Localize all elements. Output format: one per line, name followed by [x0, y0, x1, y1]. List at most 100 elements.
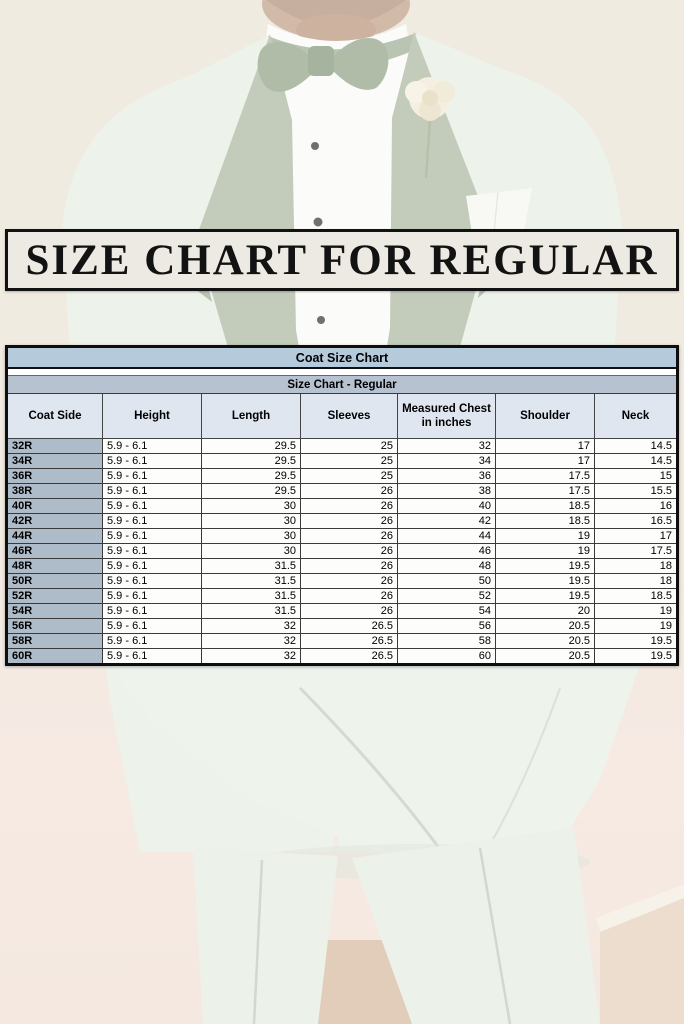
table-row: 34R 5.9 - 6.1 29.5 25 34 17 14.5	[6, 453, 678, 469]
value-cell: 58	[397, 633, 496, 649]
value-cell: 19	[495, 543, 595, 559]
column-header: Sleeves	[300, 393, 398, 439]
value-cell: 30	[201, 528, 301, 544]
value-cell: 17	[495, 453, 595, 469]
value-cell: 36	[397, 468, 496, 484]
value-cell: 48	[397, 558, 496, 574]
value-cell: 5.9 - 6.1	[102, 603, 202, 619]
shirt-studs	[311, 142, 325, 324]
size-cell: 60R	[6, 648, 103, 665]
column-header: Coat Side	[6, 393, 103, 439]
value-cell: 31.5	[201, 603, 301, 619]
value-cell: 32	[201, 648, 301, 665]
value-cell: 19.5	[594, 633, 678, 649]
table-row: 40R 5.9 - 6.1 30 26 40 18.5 16	[6, 498, 678, 514]
value-cell: 26	[300, 513, 398, 529]
value-cell: 5.9 - 6.1	[102, 438, 202, 454]
value-cell: 34	[397, 453, 496, 469]
table-row: 52R 5.9 - 6.1 31.5 26 52 19.5 18.5	[6, 588, 678, 604]
value-cell: 40	[397, 498, 496, 514]
column-header: Measured Chest in inches	[397, 393, 496, 439]
value-cell: 30	[201, 513, 301, 529]
value-cell: 18	[594, 573, 678, 589]
table-row: 44R 5.9 - 6.1 30 26 44 19 17	[6, 528, 678, 544]
value-cell: 29.5	[201, 468, 301, 484]
value-cell: 32	[201, 618, 301, 634]
value-cell: 5.9 - 6.1	[102, 468, 202, 484]
value-cell: 18.5	[495, 513, 595, 529]
value-cell: 30	[201, 498, 301, 514]
value-cell: 20	[495, 603, 595, 619]
value-cell: 19	[495, 528, 595, 544]
size-cell: 44R	[6, 528, 103, 544]
value-cell: 26	[300, 573, 398, 589]
boutonniere-flower	[405, 77, 455, 179]
column-header: Height	[102, 393, 202, 439]
size-cell: 40R	[6, 498, 103, 514]
value-cell: 26.5	[300, 618, 398, 634]
column-header-row: Coat Side Height Length Sleeves Measured Che…	[6, 393, 678, 439]
value-cell: 17.5	[594, 543, 678, 559]
value-cell: 18.5	[495, 498, 595, 514]
value-cell: 26	[300, 558, 398, 574]
value-cell: 5.9 - 6.1	[102, 618, 202, 634]
value-cell: 20.5	[495, 633, 595, 649]
value-cell: 5.9 - 6.1	[102, 588, 202, 604]
table-row: 42R 5.9 - 6.1 30 26 42 18.5 16.5	[6, 513, 678, 529]
value-cell: 25	[300, 438, 398, 454]
value-cell: 5.9 - 6.1	[102, 633, 202, 649]
value-cell: 38	[397, 483, 496, 499]
column-header: Length	[201, 393, 301, 439]
value-cell: 5.9 - 6.1	[102, 648, 202, 665]
value-cell: 14.5	[594, 453, 678, 469]
value-cell: 16.5	[594, 513, 678, 529]
value-cell: 26	[300, 543, 398, 559]
table-title: Coat Size Chart	[6, 346, 678, 369]
table-row: 32R 5.9 - 6.1 29.5 25 32 17 14.5	[6, 438, 678, 454]
value-cell: 29.5	[201, 438, 301, 454]
value-cell: 26	[300, 483, 398, 499]
value-cell: 17	[594, 528, 678, 544]
value-cell: 52	[397, 588, 496, 604]
value-cell: 5.9 - 6.1	[102, 483, 202, 499]
trousers	[193, 828, 600, 1024]
value-cell: 19.5	[594, 648, 678, 665]
value-cell: 16	[594, 498, 678, 514]
value-cell: 56	[397, 618, 496, 634]
value-cell: 32	[201, 633, 301, 649]
value-cell: 5.9 - 6.1	[102, 543, 202, 559]
table-row: 60R 5.9 - 6.1 32 26.5 60 20.5 19.5	[6, 648, 678, 665]
value-cell: 29.5	[201, 483, 301, 499]
value-cell: 31.5	[201, 573, 301, 589]
pocket-square	[466, 188, 532, 234]
value-cell: 19	[594, 618, 678, 634]
value-cell: 20.5	[495, 648, 595, 665]
table-gap-row	[6, 367, 678, 376]
value-cell: 46	[397, 543, 496, 559]
size-cell: 32R	[6, 438, 103, 454]
value-cell: 5.9 - 6.1	[102, 528, 202, 544]
value-cell: 19.5	[495, 588, 595, 604]
value-cell: 17.5	[495, 483, 595, 499]
value-cell: 54	[397, 603, 496, 619]
column-header: Shoulder	[495, 393, 595, 439]
floor	[310, 884, 684, 1024]
value-cell: 17	[495, 438, 595, 454]
value-cell: 60	[397, 648, 496, 665]
table-title-row: Coat Size Chart	[6, 346, 678, 369]
value-cell: 19	[594, 603, 678, 619]
value-cell: 25	[300, 453, 398, 469]
size-cell: 38R	[6, 483, 103, 499]
value-cell: 5.9 - 6.1	[102, 573, 202, 589]
value-cell: 26	[300, 603, 398, 619]
value-cell: 29.5	[201, 453, 301, 469]
table-row: 46R 5.9 - 6.1 30 26 46 19 17.5	[6, 543, 678, 559]
banner-title: SIZE CHART FOR REGULAR	[25, 236, 659, 284]
table-subtitle: Size Chart - Regular	[6, 375, 678, 394]
value-cell: 26	[300, 588, 398, 604]
size-cell: 34R	[6, 453, 103, 469]
value-cell: 5.9 - 6.1	[102, 453, 202, 469]
value-cell: 17.5	[495, 468, 595, 484]
value-cell: 31.5	[201, 588, 301, 604]
table-row: 50R 5.9 - 6.1 31.5 26 50 19.5 18	[6, 573, 678, 589]
